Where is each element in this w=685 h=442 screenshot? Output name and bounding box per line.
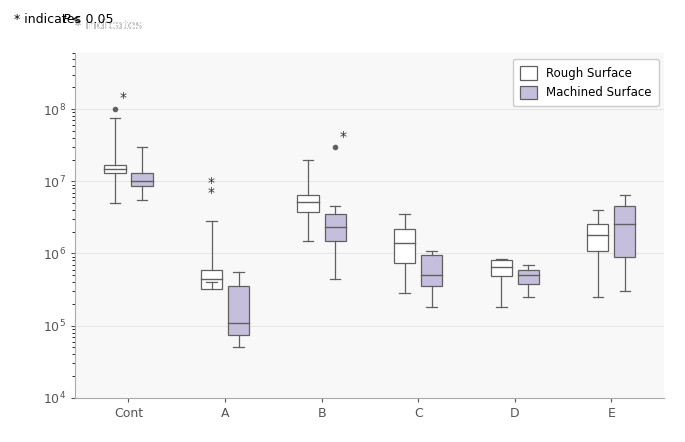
Text: *: * [119,91,126,105]
Bar [614,206,636,257]
Bar [104,165,125,173]
Bar [297,195,319,212]
Bar [421,255,443,286]
Text: *: * [208,186,215,199]
Bar [132,173,153,187]
Text: *: * [339,130,347,144]
Bar [518,270,539,284]
Bar [325,214,346,241]
Legend: Rough Surface, Machined Surface: Rough Surface, Machined Surface [513,59,658,107]
Text: < 0.05: < 0.05 [71,13,113,26]
Bar [201,270,222,289]
Text: *: * [208,175,215,190]
Text: P: P [63,13,71,26]
Text: * indicates: * indicates [75,19,147,32]
Bar [394,229,415,263]
Text: * indicates: * indicates [14,13,85,26]
Bar [587,224,608,251]
Bar [228,286,249,335]
Text: * indicates: * indicates [75,19,147,32]
Bar [490,260,512,277]
